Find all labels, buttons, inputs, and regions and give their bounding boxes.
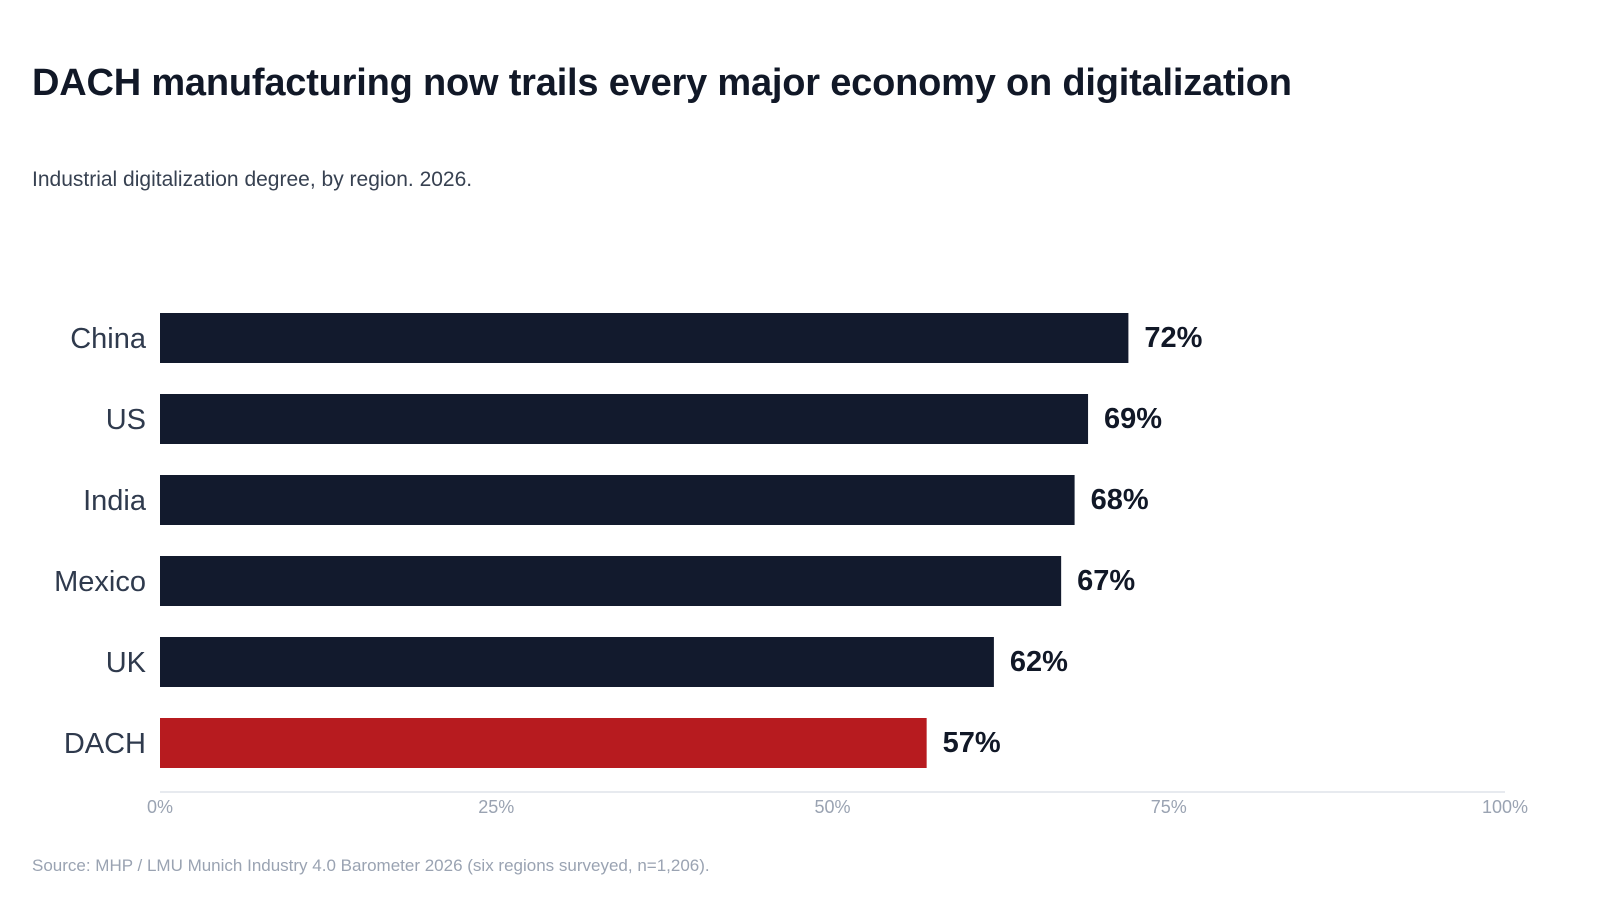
category-label: Mexico: [54, 566, 146, 598]
value-label: 72%: [1144, 322, 1202, 354]
x-tick-label: 0%: [147, 797, 173, 817]
chart-subtitle: Industrial digitalization degree, by reg…: [32, 168, 473, 191]
value-label: 57%: [943, 727, 1001, 759]
chart-title: DACH manufacturing now trails every majo…: [32, 62, 1292, 104]
category-label: China: [70, 323, 147, 355]
category-label: DACH: [64, 728, 146, 760]
x-tick-label: 25%: [478, 797, 514, 817]
bar-china: [160, 313, 1129, 363]
source-note: Source: MHP / LMU Munich Industry 4.0 Ba…: [32, 856, 710, 875]
bar-us: [160, 394, 1089, 444]
bar-chart: China 72% US 69% India 68% Mexico 67% UK 62% DACH 5…: [54, 313, 1528, 817]
bar-uk: [160, 637, 994, 687]
bar-dach: [160, 718, 927, 768]
x-tick-label: 50%: [814, 797, 850, 817]
bar-mexico: [160, 556, 1062, 606]
category-label: India: [83, 485, 147, 517]
value-label: 67%: [1077, 565, 1135, 597]
value-label: 62%: [1010, 646, 1068, 678]
category-label: UK: [106, 647, 147, 679]
value-label: 69%: [1104, 403, 1162, 435]
value-label: 68%: [1091, 484, 1149, 516]
x-tick-label: 100%: [1482, 797, 1528, 817]
category-label: US: [106, 404, 146, 436]
x-tick-label: 75%: [1151, 797, 1187, 817]
bar-india: [160, 475, 1075, 525]
